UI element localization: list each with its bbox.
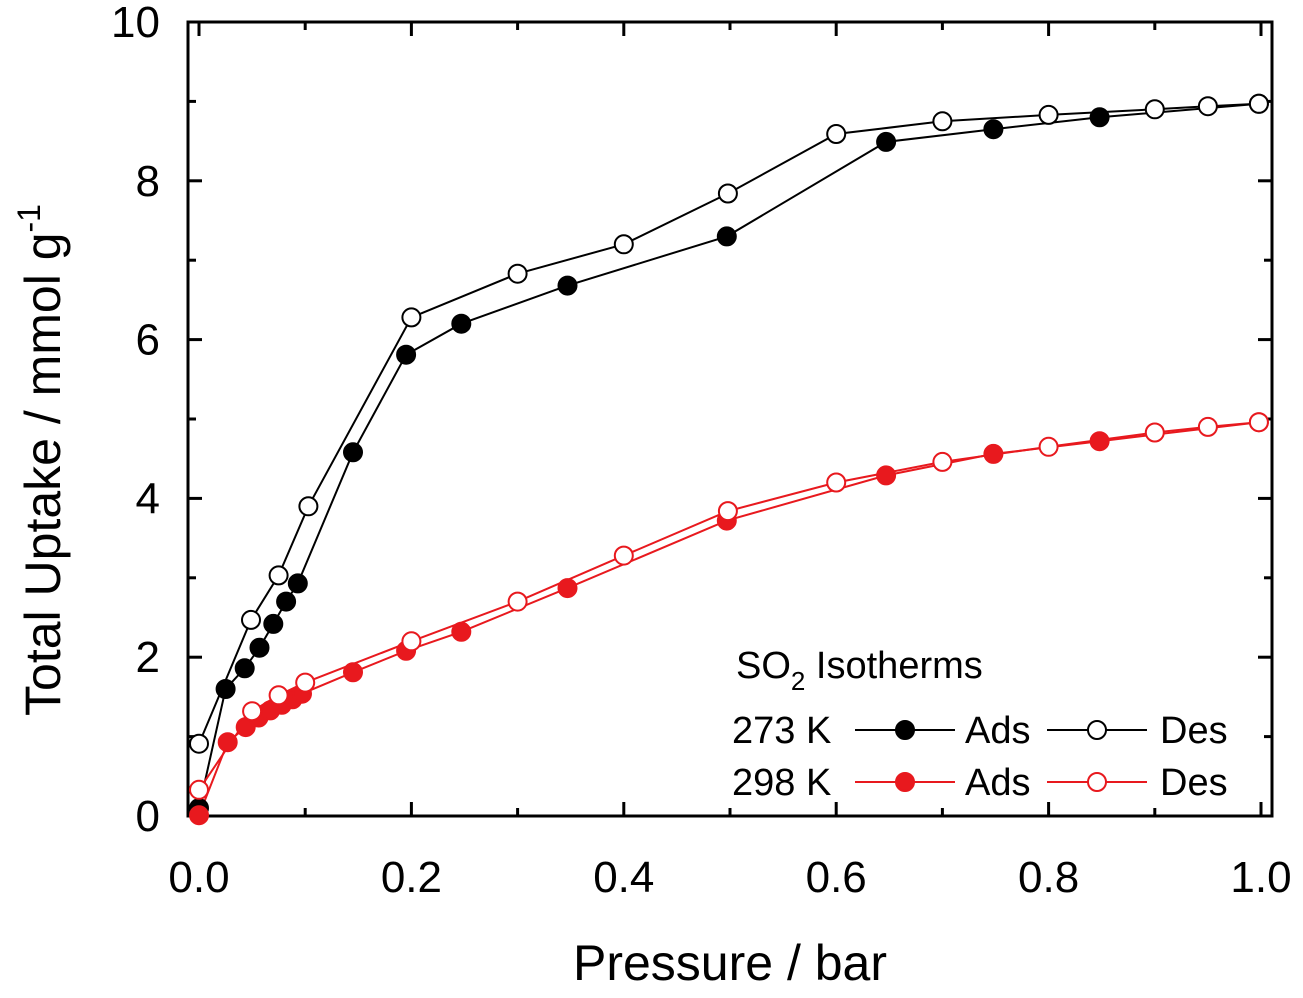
y-axis-title-main: Total Uptake / mmol g (15, 232, 71, 716)
x-axis-title: Pressure / bar (573, 935, 887, 991)
data-point-298K-des (268, 685, 289, 706)
axis-ticks (188, 20, 1272, 818)
data-point-298K-des (717, 501, 738, 522)
data-point-273K-des (1038, 104, 1059, 125)
data-point-298K-des (613, 545, 634, 566)
data-point-273K-des (717, 183, 738, 204)
series-line-273K-ads (198, 102, 1259, 809)
legend-row1-ads-label: Ads (965, 710, 1030, 752)
data-point-298K-ads (876, 465, 897, 486)
y-tick-label: 0 (136, 792, 160, 841)
data-point-273K-des (613, 234, 634, 255)
data-point-298K-ads (343, 662, 363, 683)
x-tick-label: 0.0 (168, 853, 229, 902)
data-point-298K-des (932, 451, 953, 472)
data-point-298K-des (242, 701, 263, 722)
data-point-298K-des (507, 591, 528, 612)
data-point-273K-ads (287, 573, 308, 594)
legend-row1-des-label: Des (1160, 710, 1228, 752)
data-point-273K-ads (276, 591, 297, 612)
data-point-298K-des (189, 779, 209, 800)
data-point-273K-ads (557, 275, 578, 296)
tick-labels: 0.0 0.2 0.4 0.6 0.8 1.0 0 2 4 6 8 10 (111, 0, 1292, 902)
data-point-273K-ads (215, 679, 236, 699)
data-point-273K-des (932, 111, 953, 132)
legend-row1-des-marker (1087, 720, 1107, 740)
data-point-273K-ads (234, 658, 255, 679)
data-point-273K-des (507, 263, 528, 284)
y-tick-label: 6 (136, 316, 160, 365)
series-line-298K-ads (198, 421, 1260, 816)
data-point-298K-ads (451, 621, 472, 642)
data-point-298K-des (401, 631, 422, 652)
data-point-298K-des (1144, 422, 1165, 443)
data-point-273K-ads (249, 637, 270, 658)
y-tick-label: 8 (136, 157, 160, 206)
plot-frame (186, 20, 1274, 818)
data-point-298K-des (295, 672, 316, 693)
data-point-273K-ads (983, 119, 1004, 140)
legend-title-rest: Isotherms (805, 645, 982, 687)
x-tick-label: 0.6 (806, 853, 867, 902)
legend-row2-des-marker (1087, 772, 1107, 792)
legend-row2-des-label: Des (1160, 762, 1228, 804)
x-tick-label: 1.0 (1230, 853, 1291, 902)
data-point-298K-ads (1089, 431, 1110, 452)
data-point-273K-des (298, 496, 319, 517)
x-tick-label: 0.4 (593, 853, 654, 902)
data-point-273K-des (1144, 99, 1165, 120)
legend-title: SO2 Isotherms (736, 645, 983, 696)
legend-row1-label: 273 K (732, 710, 831, 752)
legend-row1-ads-marker (895, 720, 915, 740)
data-point-273K-ads (716, 226, 737, 247)
y-tick-label: 4 (136, 474, 160, 523)
data-point-298K-ads (557, 578, 578, 599)
data-point-273K-des (189, 733, 209, 754)
x-tick-label: 0.2 (381, 853, 442, 902)
x-tick-label: 0.8 (1018, 853, 1079, 902)
legend-row2-ads-label: Ads (965, 762, 1030, 804)
data-point-298K-des (826, 472, 847, 493)
legend-row2-ads-marker (895, 772, 915, 792)
data-point-273K-ads (1089, 107, 1110, 128)
data-point-273K-des (826, 124, 847, 144)
y-axis-title: Total Uptake / mmol g-1 (11, 204, 71, 716)
y-axis-title-sup: -1 (11, 204, 47, 232)
data-point-273K-des (1248, 93, 1269, 114)
data-point-273K-des (1197, 96, 1218, 117)
legend-title-sub: 2 (791, 666, 805, 696)
legend-title-main: SO (736, 645, 791, 687)
data-point-298K-des (1248, 412, 1269, 433)
series-layer (189, 93, 1269, 826)
data-point-273K-ads (451, 313, 472, 334)
data-point-273K-ads (396, 344, 417, 365)
data-point-273K-des (241, 609, 261, 630)
data-point-273K-des (401, 307, 422, 328)
series-line-273K-des (198, 102, 1259, 745)
data-point-298K-ads (189, 805, 209, 826)
data-point-298K-des (1038, 436, 1059, 457)
data-point-273K-ads (263, 613, 284, 634)
data-point-273K-des (268, 565, 289, 586)
data-point-298K-ads (217, 732, 238, 753)
y-tick-label: 10 (111, 0, 160, 47)
y-tick-label: 2 (136, 633, 160, 682)
legend: SO2 Isotherms 273 K Ads Des 298 K Ads De… (732, 645, 1228, 804)
data-point-273K-ads (876, 131, 897, 152)
legend-row2-label: 298 K (732, 762, 831, 804)
data-point-298K-des (1197, 416, 1218, 437)
data-point-298K-ads (983, 443, 1004, 464)
data-point-273K-ads (343, 442, 363, 463)
